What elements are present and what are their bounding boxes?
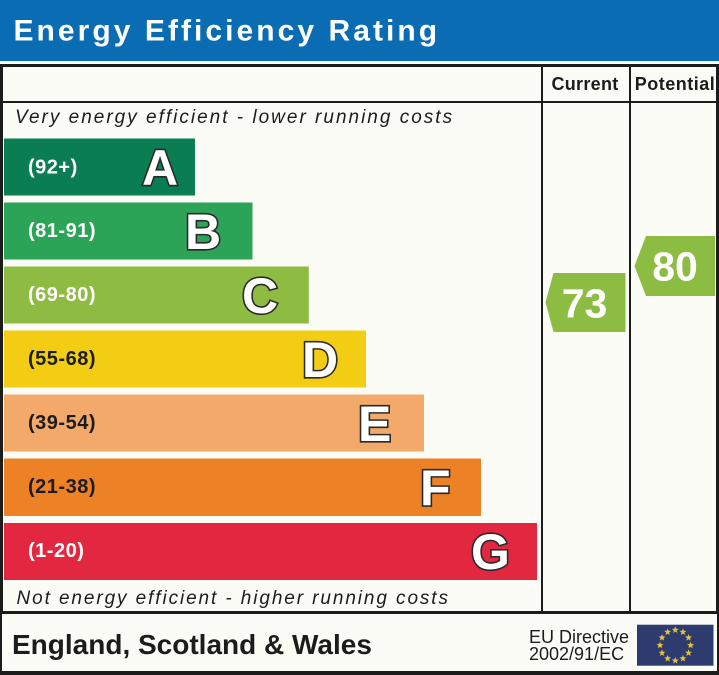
svg-text:F: F <box>420 460 451 516</box>
svg-text:(39-54): (39-54) <box>28 412 96 434</box>
svg-text:Current: Current <box>551 74 618 94</box>
svg-text:EU Directive: EU Directive <box>529 627 629 647</box>
svg-text:(69-80): (69-80) <box>28 284 96 306</box>
svg-text:E: E <box>358 396 391 452</box>
svg-text:G: G <box>471 524 510 580</box>
svg-text:(92+): (92+) <box>28 157 78 179</box>
svg-text:80: 80 <box>652 244 698 290</box>
svg-text:(55-68): (55-68) <box>28 348 96 370</box>
svg-text:D: D <box>302 332 338 388</box>
svg-text:A: A <box>142 140 178 196</box>
svg-text:73: 73 <box>562 281 608 327</box>
svg-text:2002/91/EC: 2002/91/EC <box>529 644 624 664</box>
svg-text:(21-38): (21-38) <box>28 476 96 498</box>
svg-text:B: B <box>185 204 221 260</box>
svg-text:(1-20): (1-20) <box>28 540 84 562</box>
svg-text:Very energy efficient - lower: Very energy efficient - lower running co… <box>15 107 454 128</box>
svg-text:C: C <box>242 268 278 324</box>
svg-text:Energy Efficiency Rating: Energy Efficiency Rating <box>14 15 441 48</box>
svg-text:(81-91): (81-91) <box>28 220 96 242</box>
svg-text:Not energy efficient - higher: Not energy efficient - higher running co… <box>17 588 450 609</box>
svg-text:Potential: Potential <box>635 74 716 94</box>
svg-text:England, Scotland & Wales: England, Scotland & Wales <box>12 629 372 660</box>
